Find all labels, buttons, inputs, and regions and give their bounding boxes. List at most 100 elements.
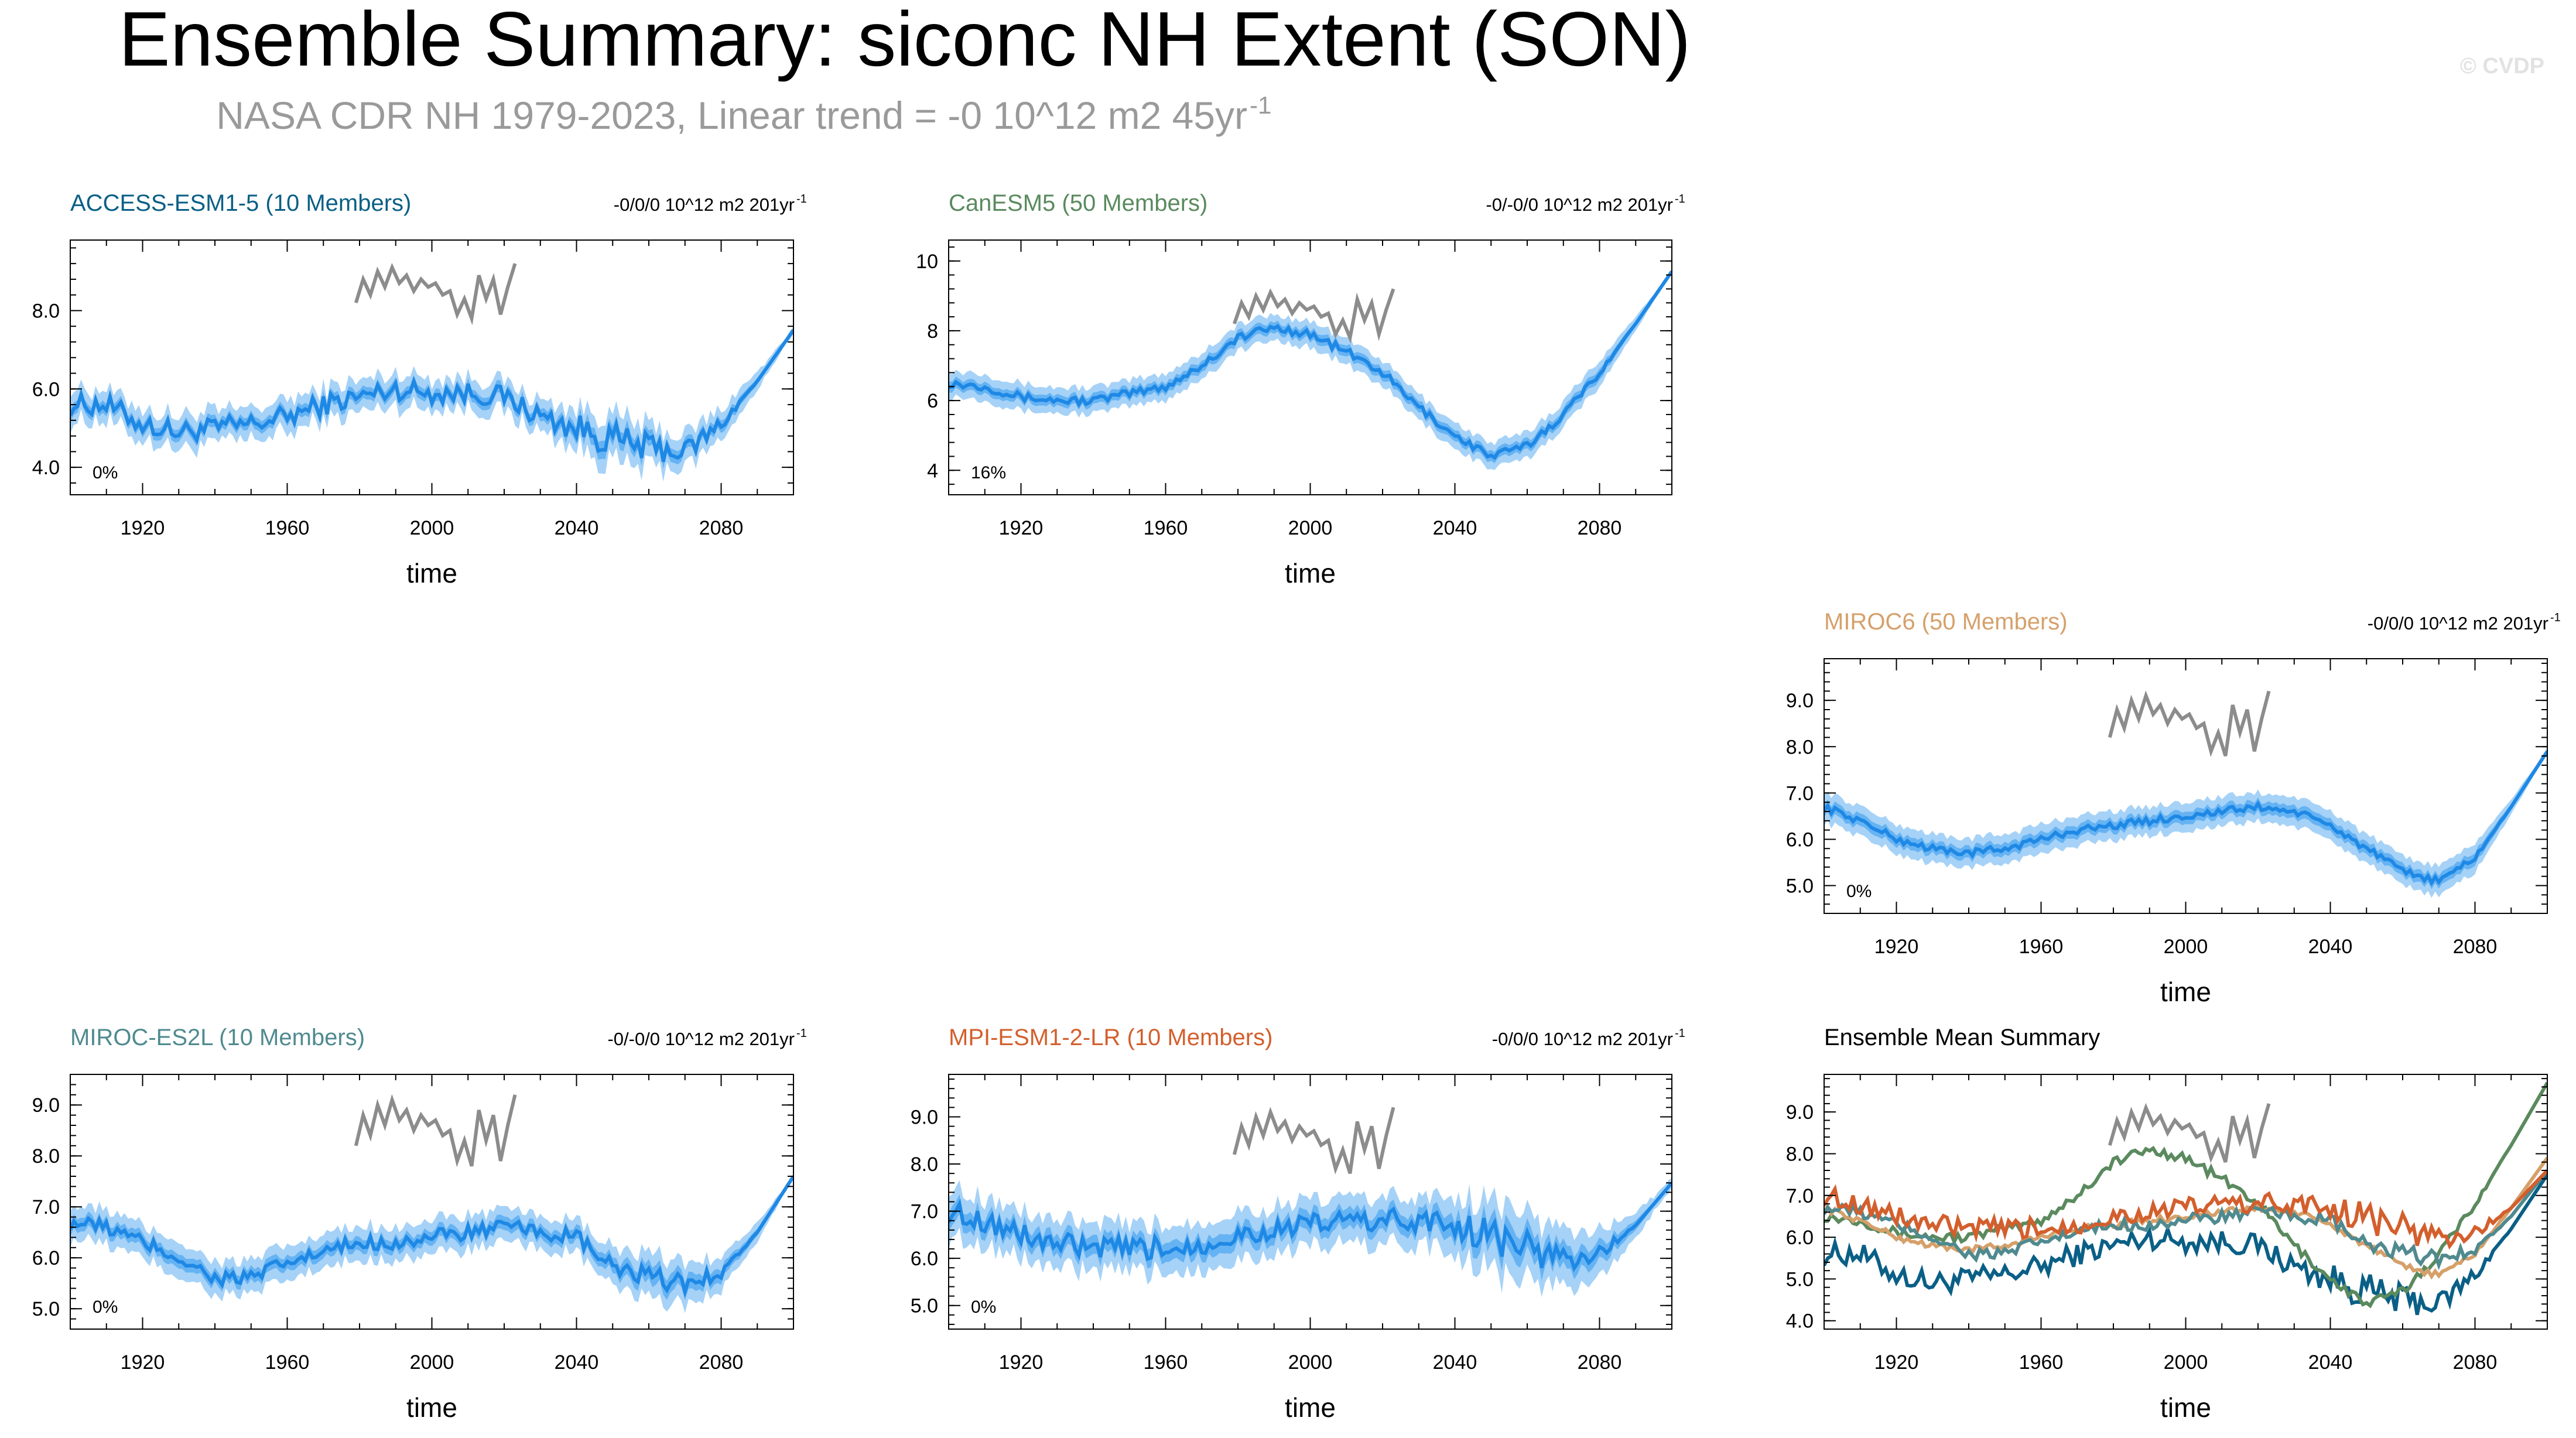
ensemble-range-band [949, 269, 1672, 470]
x-axis-title: time [1285, 558, 1336, 588]
figure-title: Ensemble Summary: siconc NH Extent (SON) [119, 0, 1691, 82]
trend-label-sup: -1 [1675, 1027, 1685, 1040]
y-tick-label: 6.0 [1786, 1227, 1814, 1249]
x-tick-label: 2040 [1433, 517, 1477, 539]
panel-title: MIROC-ES2L (10 Members) [70, 1025, 365, 1050]
x-axis-title: time [406, 558, 457, 588]
ensemble-range-band [949, 1177, 1672, 1297]
percent-label: 0% [93, 1297, 118, 1317]
summary-line-miroc6 [1824, 1156, 2547, 1280]
panel-title: Ensemble Mean Summary [1824, 1025, 2100, 1050]
y-tick-label: 8 [927, 320, 938, 343]
y-tick-label: 6.0 [1786, 828, 1814, 851]
observations-line [1232, 288, 1395, 344]
panel-title: ACCESS-ESM1-5 (10 Members) [70, 190, 411, 216]
x-tick-label: 2080 [1578, 1351, 1622, 1374]
x-tick-label: 1960 [1144, 517, 1188, 539]
ensemble-iqr-band [949, 1182, 1672, 1281]
panel-title: MIROC6 (50 Members) [1824, 609, 2068, 635]
x-tick-label: 2000 [2164, 936, 2208, 958]
x-tick-label: 1920 [1874, 1351, 1919, 1374]
summary-line-canesm [1824, 1081, 2547, 1309]
observations-line [354, 1094, 517, 1167]
ensemble-mean-line [949, 1182, 1672, 1272]
percent-label: 0% [971, 1297, 996, 1317]
x-axis-title: time [1285, 1392, 1336, 1423]
panel-access: ACCESS-ESM1-5 (10 Members) -0/0/0 10^12 m… [32, 190, 807, 588]
y-tick-label: 5.0 [911, 1295, 938, 1317]
x-tick-label: 1960 [1144, 1351, 1188, 1374]
figure-subtitle-sup: -1 [1250, 91, 1271, 119]
x-tick-label: 2080 [699, 517, 744, 539]
x-tick-label: 2040 [1433, 1351, 1477, 1374]
y-tick-label: 4 [927, 460, 938, 482]
summary-line-access [1824, 1173, 2547, 1316]
trend-label-sup: -1 [2550, 611, 2561, 624]
y-tick-label: 6.0 [911, 1248, 938, 1270]
percent-label: 0% [1846, 882, 1872, 901]
trend-label: -0/0/0 10^12 m2 201yr [1492, 1029, 1673, 1049]
x-tick-label: 2080 [2453, 1351, 2498, 1374]
x-tick-label: 2040 [555, 517, 599, 539]
y-tick-label: 8.0 [1786, 1143, 1814, 1165]
y-tick-label: 7.0 [1786, 782, 1814, 804]
x-tick-label: 1920 [999, 1351, 1044, 1374]
x-tick-label: 2080 [2453, 936, 2498, 958]
trend-label-sup: -1 [1675, 193, 1685, 206]
trend-label: -0/-0/0 10^12 m2 201yr [607, 1029, 795, 1049]
x-tick-label: 2000 [2164, 1351, 2208, 1374]
summary-line-mpi [1824, 1169, 2547, 1250]
x-tick-label: 2000 [410, 517, 454, 539]
y-tick-label: 8.0 [32, 1145, 60, 1167]
x-tick-label: 1920 [999, 517, 1044, 539]
x-tick-label: 2080 [1578, 517, 1622, 539]
x-tick-label: 2040 [2308, 1351, 2353, 1374]
x-axis-title: time [2160, 977, 2211, 1007]
y-tick-label: 7.0 [32, 1196, 60, 1218]
y-tick-label: 8.0 [1786, 736, 1814, 758]
y-tick-label: 9.0 [911, 1107, 938, 1129]
panel-canesm: CanESM5 (50 Members) -0/-0/0 10^12 m2 201… [916, 190, 1685, 588]
x-tick-label: 2000 [1288, 1351, 1333, 1374]
x-tick-label: 1960 [2019, 1351, 2064, 1374]
ensemble-iqr-band [1824, 750, 2547, 889]
y-tick-label: 5.0 [1786, 1268, 1814, 1290]
x-tick-label: 2000 [1288, 517, 1333, 539]
x-tick-label: 2080 [699, 1351, 744, 1374]
panel-mpi: MPI-ESM1-2-LR (10 Members) -0/0/0 10^12 m… [911, 1025, 1685, 1423]
panel-title: CanESM5 (50 Members) [949, 190, 1207, 216]
y-tick-label: 4.0 [1786, 1310, 1814, 1333]
y-tick-label: 6.0 [32, 1247, 60, 1269]
figure-subtitle: NASA CDR NH 1979-2023, Linear trend = -0… [216, 94, 1247, 137]
y-tick-label: 7.0 [1786, 1185, 1814, 1207]
y-tick-label: 8.0 [32, 300, 60, 322]
x-tick-label: 1920 [1874, 936, 1919, 958]
x-tick-label: 2000 [410, 1351, 454, 1374]
ensemble-mean-line [1824, 750, 2547, 886]
trend-label-sup: -1 [796, 193, 807, 206]
ensemble-mean-line [949, 270, 1672, 460]
x-tick-label: 1960 [265, 1351, 310, 1374]
x-tick-label: 1960 [2019, 936, 2064, 958]
y-tick-label: 9.0 [32, 1094, 60, 1117]
trend-label: -0/-0/0 10^12 m2 201yr [1486, 194, 1673, 215]
observations-line [354, 263, 517, 326]
y-tick-label: 7.0 [911, 1201, 938, 1223]
observations-line [2108, 690, 2271, 757]
x-axis-title: time [2160, 1392, 2211, 1423]
plot-frame [948, 239, 1672, 495]
trend-label: -0/0/0 10^12 m2 201yr [614, 194, 795, 215]
percent-label: 16% [971, 463, 1006, 482]
watermark: © CVDP [2460, 54, 2544, 78]
percent-label: 0% [93, 463, 118, 482]
trend-label-sup: -1 [796, 1027, 807, 1040]
ensemble-iqr-band [949, 271, 1672, 464]
x-tick-label: 1960 [265, 517, 310, 539]
ensemble-mean-line [70, 329, 793, 463]
x-axis-title: time [406, 1392, 457, 1423]
panel-summary: Ensemble Mean Summary 1920 1960 2000 2040 208… [1786, 1025, 2548, 1423]
plot-frame [1824, 1074, 2548, 1330]
observations-line [1232, 1107, 1395, 1175]
x-tick-label: 1920 [121, 517, 165, 539]
